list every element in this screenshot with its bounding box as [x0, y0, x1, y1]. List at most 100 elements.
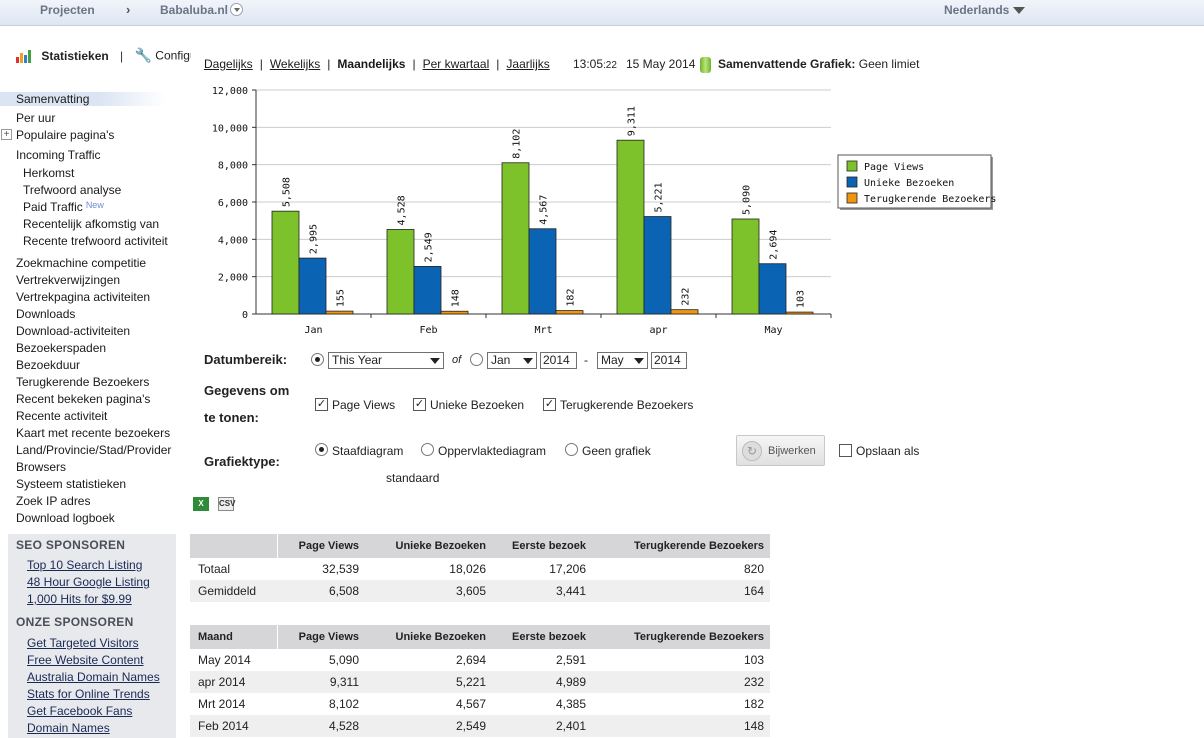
- sidebar-item-recent-activity[interactable]: Recente activiteit: [16, 409, 108, 423]
- sidebar-item-paid-traffic[interactable]: Paid Traffic New: [23, 200, 104, 214]
- table-header[interactable]: Maand: [190, 625, 278, 649]
- sidebar-item-keyword-analysis[interactable]: Trefwoord analyse: [23, 183, 122, 197]
- sidebar-item-recent-keywords[interactable]: Recente trefwoord activiteit: [23, 234, 168, 248]
- returning-visitors-checkbox[interactable]: ✓: [543, 398, 556, 411]
- csv-export-icon[interactable]: CSV: [218, 497, 235, 511]
- table-cell: Mrt 2014: [198, 697, 246, 711]
- data-label: 8,102: [512, 129, 523, 159]
- to-year-input[interactable]: 2014: [651, 352, 687, 369]
- sidebar-item-recent-referrers[interactable]: Recentelijk afkomstig van: [23, 217, 160, 231]
- sponsor-link[interactable]: Stats for Online Trends: [27, 687, 150, 701]
- sponsor-link[interactable]: Get Facebook Fans: [27, 704, 133, 718]
- sidebar-item-visitor-map[interactable]: Kaart met recente bezoekers: [16, 426, 171, 440]
- to-month-value: May: [601, 353, 624, 367]
- x-tick-label: Feb: [419, 325, 437, 336]
- table-cell: 8,102: [328, 697, 359, 711]
- no-chart-radio[interactable]: [565, 443, 578, 456]
- sidebar-item-hourly[interactable]: Per uur: [16, 111, 56, 125]
- sidebar-item-download-log[interactable]: Download logboek: [16, 511, 115, 525]
- sidebar-item-lookup-ip[interactable]: Zoek IP adres: [16, 494, 91, 508]
- site-selector[interactable]: Babaluba.nl: [160, 3, 244, 17]
- bar-chart-radio[interactable]: [315, 443, 328, 456]
- table-header-row: Page Views Unieke Bezoeken Eerste bezoek…: [190, 534, 770, 558]
- legend-swatch: [846, 160, 858, 172]
- tab-quarterly[interactable]: Per kwartaal: [422, 57, 490, 71]
- no-chart-option-label: Geen grafiek: [582, 444, 651, 458]
- default-label: standaard: [386, 471, 440, 485]
- projects-link[interactable]: Projecten: [40, 3, 95, 17]
- table-row: Mrt 2014 8,102 4,567 4,385 182: [190, 693, 770, 715]
- sidebar-item-system-stats[interactable]: Systeem statistieken: [16, 477, 127, 491]
- tab-weekly[interactable]: Wekelijks: [269, 57, 321, 71]
- sidebar-item-search-engine-competition[interactable]: Zoekmachine competitie: [16, 256, 147, 270]
- bar: [731, 218, 760, 315]
- sponsors-panel: SEO SPONSOREN Top 10 Search Listing 48 H…: [8, 534, 176, 738]
- unique-visits-check-label: Unieke Bezoeken: [430, 398, 525, 412]
- sponsor-link[interactable]: Australia Domain Names: [27, 670, 160, 684]
- table-header: Eerste bezoek: [492, 534, 592, 558]
- expand-icon[interactable]: +: [1, 129, 12, 140]
- monthly-bar-chart: 0 2,000 4,000 6,000 8,000 10,000 12,000 5,508 2,…: [212, 86, 997, 336]
- table-row: May 2014 5,090 2,694 2,591 103: [190, 649, 770, 671]
- sidebar-item-downloads[interactable]: Downloads: [16, 307, 76, 321]
- sidebar-item-recent-pages[interactable]: Recent bekeken pagina's: [16, 392, 151, 406]
- table-header[interactable]: Unieke Bezoeken: [365, 625, 492, 649]
- table-header[interactable]: Terugkerende Bezoekers: [592, 625, 770, 649]
- sidebar-item-browsers[interactable]: Browsers: [16, 460, 67, 474]
- table-cell: 182: [743, 697, 764, 711]
- sponsor-link[interactable]: Top 10 Search Listing: [27, 558, 143, 572]
- configuration-tab[interactable]: Configuratie: [155, 48, 191, 63]
- clock-seconds: :22: [603, 60, 617, 71]
- language-selector[interactable]: Nederlands: [944, 3, 1026, 17]
- custom-range-radio[interactable]: [470, 353, 483, 366]
- bar: [501, 162, 530, 315]
- sponsor-link[interactable]: Get Targeted Visitors: [27, 636, 139, 650]
- sponsor-link[interactable]: 48 Hour Google Listing: [27, 575, 150, 589]
- to-month-select[interactable]: May: [597, 352, 648, 369]
- page-views-checkbox[interactable]: ✓: [315, 398, 328, 411]
- from-month-select[interactable]: Jan: [487, 352, 537, 369]
- legend-label: Unieke Bezoeken: [864, 178, 954, 189]
- dropdown-icon[interactable]: [230, 3, 244, 17]
- preset-range-radio[interactable]: [311, 353, 324, 366]
- table-cell: 2,694: [455, 653, 486, 667]
- sidebar-item-popular-pages[interactable]: Populaire pagina's: [16, 128, 115, 142]
- bar: [670, 309, 699, 315]
- statistics-tab[interactable]: Statistieken: [41, 48, 109, 63]
- tab-daily[interactable]: Dagelijks: [204, 57, 253, 71]
- returning-visitors-check-label: Terugkerende Bezoekers: [560, 398, 694, 412]
- bar: [616, 139, 645, 315]
- data-to-show-label-2: te tonen:: [204, 410, 259, 425]
- table-cell: 17,206: [549, 562, 586, 576]
- sidebar-item-country[interactable]: Land/Provincie/Stad/Provider: [16, 443, 172, 457]
- table-header[interactable]: Eerste bezoek: [492, 625, 592, 649]
- sidebar-item-exit-links[interactable]: Vertrekverwijzingen: [16, 273, 121, 287]
- save-as-default-checkbox[interactable]: [839, 444, 852, 457]
- sidebar-item-visit-length[interactable]: Bezoekduur: [16, 358, 81, 372]
- summary-graph-setting[interactable]: Samenvattende Grafiek: Geen limiet: [718, 57, 919, 71]
- sidebar-item-download-activity[interactable]: Download-activiteiten: [16, 324, 131, 338]
- from-year-input[interactable]: 2014: [540, 352, 577, 369]
- legend-swatch: [846, 176, 858, 188]
- sidebar-item-summary[interactable]: Samenvatting: [0, 92, 165, 106]
- unique-visits-checkbox[interactable]: ✓: [413, 398, 426, 411]
- area-chart-radio[interactable]: [421, 443, 434, 456]
- tab-monthly[interactable]: Maandelijks: [337, 57, 406, 71]
- tab-yearly[interactable]: Jaarlijks: [506, 57, 550, 71]
- sidebar-item-visitor-paths[interactable]: Bezoekerspaden: [16, 341, 107, 355]
- update-button[interactable]: ↻ Bijwerken: [736, 435, 825, 466]
- sidebar-item-origin[interactable]: Herkomst: [23, 166, 75, 180]
- monthly-table: Maand Page Views Unieke Bezoeken Eerste …: [190, 625, 770, 737]
- sponsor-link[interactable]: Domain Names: [27, 721, 110, 735]
- sidebar-item-returning-visitors[interactable]: Terugkerende Bezoekers: [16, 375, 150, 389]
- excel-export-icon[interactable]: X: [193, 497, 209, 511]
- caret-down-icon: [634, 358, 644, 364]
- sidebar-item-incoming-traffic[interactable]: Incoming Traffic: [16, 148, 101, 162]
- sponsor-link[interactable]: Free Website Content: [27, 653, 144, 667]
- table-cell: 4,567: [455, 697, 486, 711]
- sidebar-item-exit-pages[interactable]: Vertrekpagina activiteiten: [16, 290, 151, 304]
- table-header[interactable]: Page Views: [277, 625, 365, 649]
- sponsor-link[interactable]: 1,000 Hits for $9.99: [27, 592, 132, 606]
- preset-select[interactable]: This Year: [328, 352, 444, 369]
- clock-time: 13:05: [573, 57, 604, 71]
